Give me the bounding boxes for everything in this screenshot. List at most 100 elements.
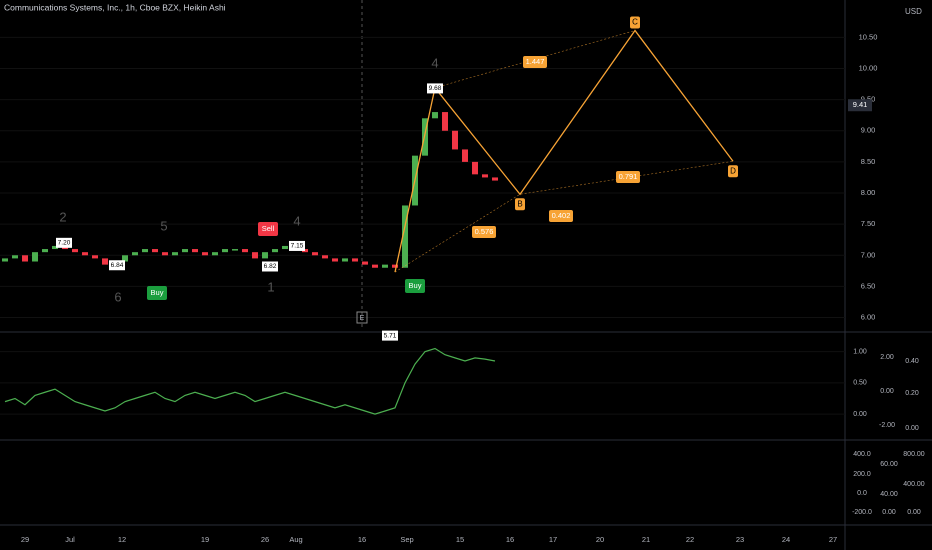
x-tick-label: 21 <box>642 535 650 544</box>
price-label: 9.68 <box>429 85 442 92</box>
price-label-box <box>289 240 305 251</box>
wave-label: 5 <box>160 218 167 233</box>
signal-box <box>258 222 278 236</box>
candle-body <box>252 252 258 259</box>
candle-body <box>362 261 368 265</box>
osc-axis2-label: 2.00 <box>880 354 894 361</box>
candle-body <box>182 249 188 253</box>
pattern-point-box <box>515 198 525 211</box>
candle-body <box>322 255 328 259</box>
y-tick-label: 9.00 <box>861 126 876 135</box>
price-label: 6.84 <box>111 262 124 269</box>
candle-body <box>152 249 158 253</box>
x-tick-label: Sep <box>400 535 413 544</box>
osc-tick-label: 0.50 <box>853 380 867 387</box>
x-tick-label: 12 <box>118 535 126 544</box>
ratio-label: 0.576 <box>475 227 494 236</box>
candle-body <box>422 118 428 156</box>
y-tick-label: 8.50 <box>861 157 876 166</box>
candle-body <box>162 252 168 256</box>
x-tick-label: 19 <box>201 535 209 544</box>
candle-body <box>392 264 398 268</box>
price-label: 6.82 <box>264 263 277 270</box>
ratio-label: 0.791 <box>619 172 638 181</box>
candle-body <box>82 252 88 256</box>
candle-body <box>122 255 128 262</box>
wave-label: 1 <box>267 279 274 294</box>
panel3-axis1-label: 200.0 <box>853 471 871 478</box>
candle-body <box>42 249 48 253</box>
candle-body <box>312 252 318 256</box>
ratio-label: 1.447 <box>526 57 545 66</box>
x-tick-label: 20 <box>596 535 604 544</box>
x-tick-label: 16 <box>506 535 514 544</box>
candle-body <box>372 264 378 268</box>
y-tick-label: 7.00 <box>861 250 876 259</box>
currency: USD <box>905 7 922 16</box>
signal-box <box>405 279 425 293</box>
ratio-box <box>472 226 496 238</box>
last-price-tag <box>848 99 872 112</box>
candle-body <box>102 258 108 265</box>
price-label-box <box>427 83 443 94</box>
candle-body <box>272 249 278 253</box>
panel3-axis2-label: 0.00 <box>882 509 896 516</box>
price-label-box <box>109 260 125 271</box>
candle-body <box>482 174 488 178</box>
candle-body <box>52 245 58 250</box>
wave-label: 4 <box>431 55 438 70</box>
panel3-axis1-label: 0.0 <box>857 490 867 497</box>
pattern-point-label: C <box>632 18 638 27</box>
candle-body <box>352 258 358 262</box>
chart-title: Communications Systems, Inc., 1h, Cboe B… <box>4 2 226 12</box>
candle-body <box>142 249 148 253</box>
ratio-box <box>523 56 547 68</box>
y-tick-label: 10.00 <box>859 63 878 72</box>
pattern-point-box <box>630 16 640 29</box>
panel3-axis1-label: -200.0 <box>852 509 872 516</box>
price-label: 7.20 <box>58 240 71 247</box>
panel3-axis1-label: 400.0 <box>853 451 871 458</box>
panel3-axis3-label: 0.00 <box>907 509 921 516</box>
pattern-point-label: D <box>730 166 736 175</box>
last-price-label: 9.41 <box>853 100 868 109</box>
candle-body <box>342 258 348 262</box>
candle-body <box>472 161 478 175</box>
event-marker: E <box>360 315 365 322</box>
event-marker-box <box>356 311 368 324</box>
panel3-axis2-label: 60.00 <box>880 461 898 468</box>
signal-label: Buy <box>409 281 422 290</box>
candle-body <box>132 252 138 256</box>
osc-axis2-label: -2.00 <box>879 422 895 429</box>
candle-body <box>262 252 268 259</box>
y-tick-label: 6.00 <box>861 313 876 322</box>
candle-body <box>32 252 38 262</box>
pattern-guide <box>394 160 734 273</box>
candle-body <box>462 149 468 162</box>
candle-body <box>192 249 198 253</box>
price-label-box <box>262 261 278 272</box>
oscillator-line <box>4 347 496 415</box>
osc-tick-label: 0.00 <box>853 411 867 418</box>
candle-body <box>282 245 288 250</box>
x-tick-label: 23 <box>736 535 744 544</box>
osc-axis3-label: 0.20 <box>905 390 919 397</box>
candle-body <box>332 258 338 262</box>
osc-axis3-label: 0.00 <box>905 425 919 432</box>
x-tick-label: 26 <box>261 535 269 544</box>
wave-label: 2 <box>59 209 66 224</box>
candle-body <box>402 205 408 268</box>
candle-body <box>92 255 98 259</box>
price-label: 7.15 <box>291 243 304 250</box>
x-tick-label: Aug <box>289 535 302 544</box>
ratio-box <box>549 210 573 222</box>
x-tick-label: Jul <box>65 535 75 544</box>
price-label-box <box>56 237 72 248</box>
ratio-label: 0.402 <box>552 211 571 220</box>
candle-body <box>232 249 238 251</box>
candle-body <box>2 258 8 262</box>
y-tick-label: 6.50 <box>861 281 876 290</box>
price-label-box <box>382 330 398 341</box>
y-tick-label: 10.50 <box>859 32 878 41</box>
candle-body <box>172 252 178 256</box>
